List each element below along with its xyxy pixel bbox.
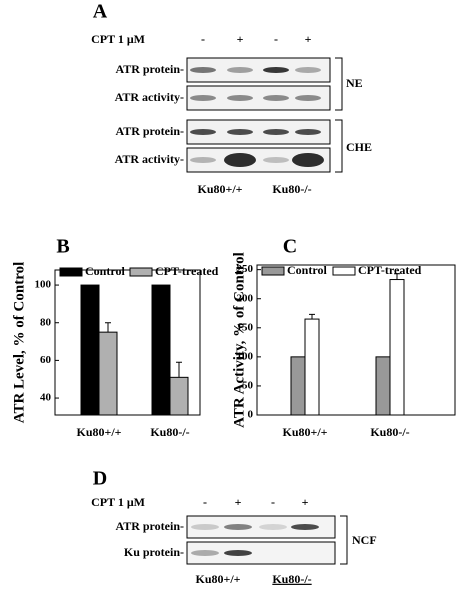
band <box>191 550 219 556</box>
condition: - <box>274 32 278 46</box>
band <box>263 129 289 135</box>
y-tick-label: 250 <box>237 263 254 275</box>
row-label: ATR protein- <box>115 124 184 138</box>
row-label: ATR protein- <box>115 519 184 533</box>
band <box>227 95 253 101</box>
panel-label: D <box>93 468 107 490</box>
legend-label: Control <box>85 264 125 278</box>
error-bar <box>309 313 315 320</box>
legend-swatch <box>129 267 153 277</box>
band <box>224 550 252 556</box>
bar <box>389 279 405 416</box>
band <box>295 67 321 73</box>
y-axis-label: ATR Activity, % of Control <box>231 252 247 428</box>
y-tick-label: 0 <box>248 409 254 421</box>
y-tick-label: 80 <box>40 316 52 328</box>
bar <box>304 318 320 416</box>
condition: + <box>305 32 312 46</box>
condition: - <box>201 32 205 46</box>
treatment-label: CPT 1 μM <box>91 495 145 509</box>
band <box>190 157 216 163</box>
row-label: ATR activity- <box>115 90 184 104</box>
cell-line: Ku80-/- <box>272 182 311 196</box>
bracket <box>335 119 343 173</box>
row-label: ATR activity- <box>115 152 184 166</box>
error-bar <box>176 361 182 378</box>
error-bar <box>394 273 400 280</box>
y-tick-label: 50 <box>242 379 254 391</box>
blot <box>186 515 336 539</box>
band <box>263 67 289 73</box>
legend-label: CPT-treated <box>358 263 422 277</box>
band <box>191 524 219 530</box>
legend-swatch <box>332 266 356 276</box>
condition: + <box>237 32 244 46</box>
plot-frame <box>256 264 456 416</box>
legend-label: CPT-treated <box>155 264 219 278</box>
legend-label: Control <box>287 263 327 277</box>
legend-swatch <box>261 266 285 276</box>
condition: - <box>271 495 275 509</box>
y-tick-label: 60 <box>40 354 52 366</box>
band <box>291 524 319 530</box>
condition: + <box>235 495 242 509</box>
blot <box>186 541 336 565</box>
treatment-label: CPT 1 μM <box>91 32 145 46</box>
x-tick-label: Ku80-/- <box>150 425 189 439</box>
x-tick-label: Ku80+/+ <box>76 425 121 439</box>
fraction: NCF <box>352 533 377 547</box>
bar <box>80 284 100 416</box>
band <box>227 129 253 135</box>
x-tick-label: Ku80-/- <box>370 425 409 439</box>
bracket <box>335 57 343 111</box>
bar <box>151 284 171 416</box>
condition: - <box>203 495 207 509</box>
error-bar <box>105 322 111 333</box>
y-tick-label: 40 <box>40 392 52 404</box>
plot-frame <box>54 269 201 416</box>
band <box>224 153 256 167</box>
band <box>263 95 289 101</box>
y-axis-label: ATR Level, % of Control <box>11 262 27 424</box>
fraction: NE <box>346 76 363 90</box>
bar <box>375 356 391 416</box>
y-tick-label: 100 <box>35 279 52 291</box>
band <box>224 524 252 530</box>
band <box>190 95 216 101</box>
band <box>263 157 289 163</box>
band <box>295 95 321 101</box>
fraction: CHE <box>346 140 372 154</box>
band <box>292 153 324 167</box>
panel-label: B <box>56 236 69 258</box>
band <box>190 129 216 135</box>
band <box>259 524 287 530</box>
x-tick-label: Ku80+/+ <box>282 425 327 439</box>
band <box>295 129 321 135</box>
bracket <box>340 515 348 565</box>
band <box>190 67 216 73</box>
y-tick-label: 150 <box>237 321 254 333</box>
legend-swatch <box>59 267 83 277</box>
row-label: Ku protein- <box>124 545 184 559</box>
bar <box>169 376 189 416</box>
cell-line: Ku80-/- <box>272 572 311 586</box>
cell-line: Ku80+/+ <box>195 572 240 586</box>
panel-label: C <box>283 236 297 258</box>
cell-line: Ku80+/+ <box>197 182 242 196</box>
row-label: ATR protein- <box>115 62 184 76</box>
y-tick-label: 100 <box>237 350 254 362</box>
band <box>227 67 253 73</box>
panel-label: A <box>93 1 108 23</box>
condition: + <box>302 495 309 509</box>
bar <box>98 331 118 416</box>
y-tick-label: 200 <box>237 292 254 304</box>
bar <box>290 356 306 416</box>
